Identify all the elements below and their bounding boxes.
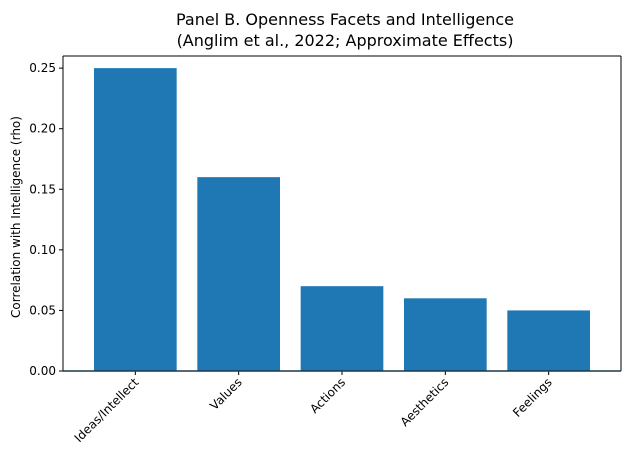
- y-tick-label: 0.20: [29, 122, 56, 136]
- bar-values: [197, 177, 280, 371]
- y-axis-label: Correlation with Intelligence (rho): [9, 116, 23, 318]
- x-tick-label: Actions: [307, 375, 348, 416]
- y-tick-label: 0.00: [29, 364, 56, 378]
- y-tick-label: 0.10: [29, 243, 56, 257]
- bar-feelings: [507, 310, 590, 371]
- bar-actions: [300, 286, 384, 371]
- x-tick-label: Aesthetics: [398, 375, 452, 429]
- bar-ideas-intellect: [94, 68, 177, 372]
- x-tick-label: Values: [207, 375, 245, 413]
- bar-aesthetics: [404, 298, 487, 371]
- y-tick-label: 0.05: [29, 303, 56, 317]
- chart-title-line-1: Panel B. Openness Facets and Intelligenc…: [176, 10, 514, 29]
- chart-title-line-2: (Anglim et al., 2022; Approximate Effect…: [177, 31, 514, 50]
- x-tick-label: Feelings: [510, 375, 555, 420]
- y-tick-label: 0.15: [29, 182, 56, 196]
- x-tick-label: Ideas/Intellect: [72, 375, 142, 445]
- chart-title: Panel B. Openness Facets and Intelligenc…: [176, 10, 514, 50]
- y-tick-label: 0.25: [29, 61, 56, 75]
- plot-area: Ideas/Intellect Values Actions Aesthetics Fe…: [29, 55, 622, 445]
